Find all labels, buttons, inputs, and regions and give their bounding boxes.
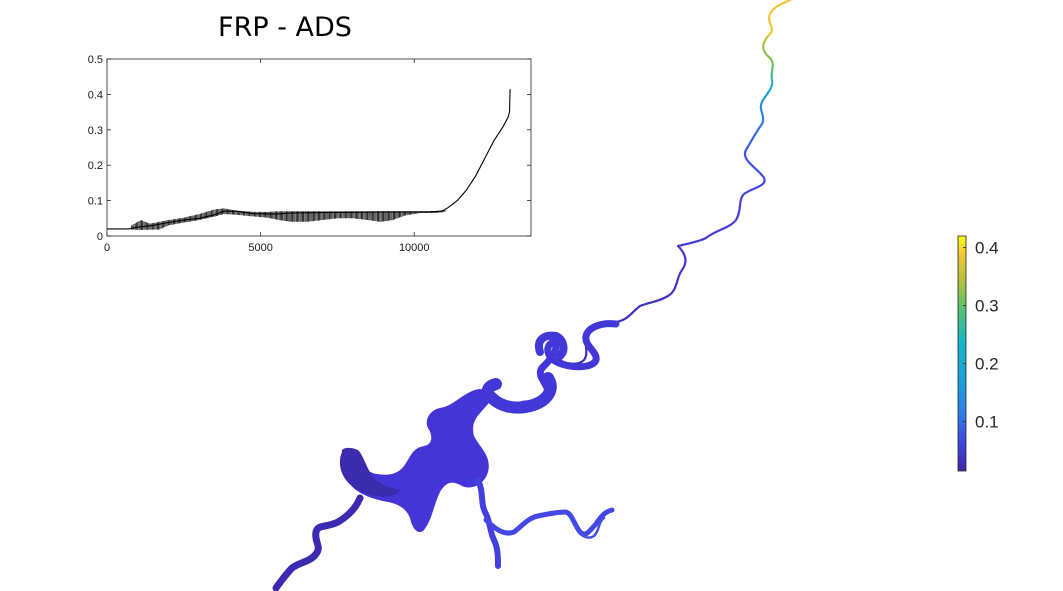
- river-middle-meander: [520, 320, 620, 408]
- inset-chart: FRP - ADS 0 0.1 0.2 0.3 0.4 0.5 0 5000 10000: [88, 12, 532, 254]
- river-loop-lower: [481, 372, 557, 414]
- river-left-bay: [339, 447, 400, 497]
- colorbar-tick-label: 0.3: [975, 297, 999, 316]
- y-axis: 0 0.1 0.2 0.3 0.4 0.5: [88, 54, 531, 243]
- river-east-arm: [483, 507, 615, 537]
- river-east-arm-tip: [574, 516, 606, 539]
- colorbar-tick-label: 0.4: [975, 239, 999, 258]
- y-tick-label: 0.3: [88, 125, 103, 137]
- plot-area: [106, 58, 532, 237]
- river-map: [272, 0, 792, 591]
- series-line: [107, 89, 511, 230]
- colorbar-ticks: 0.1 0.2 0.3 0.4: [963, 239, 999, 432]
- y-tick-label: 0.5: [88, 54, 103, 66]
- river-lower-tail: [272, 494, 364, 591]
- y-tick-label: 0: [97, 231, 103, 243]
- colorbar-tick-label: 0.1: [975, 413, 999, 432]
- colorbar: 0.1 0.2 0.3 0.4: [957, 235, 999, 472]
- river-upper-channel: [558, 0, 792, 365]
- y-tick-label: 0.1: [88, 196, 103, 208]
- x-tick-label: 0: [104, 242, 110, 254]
- y-tick-label: 0.4: [88, 89, 103, 101]
- colorbar-gradient: [957, 235, 967, 472]
- series-lines: [107, 89, 511, 230]
- river-loop-top: [535, 331, 568, 360]
- colorbar-tick-label: 0.2: [975, 355, 999, 374]
- x-tick-label: 10000: [399, 242, 430, 254]
- y-tick-label: 0.2: [88, 160, 103, 172]
- x-axis: 0 5000 10000: [104, 59, 430, 254]
- chart-title: FRP - ADS: [218, 12, 352, 43]
- x-tick-label: 5000: [248, 242, 272, 254]
